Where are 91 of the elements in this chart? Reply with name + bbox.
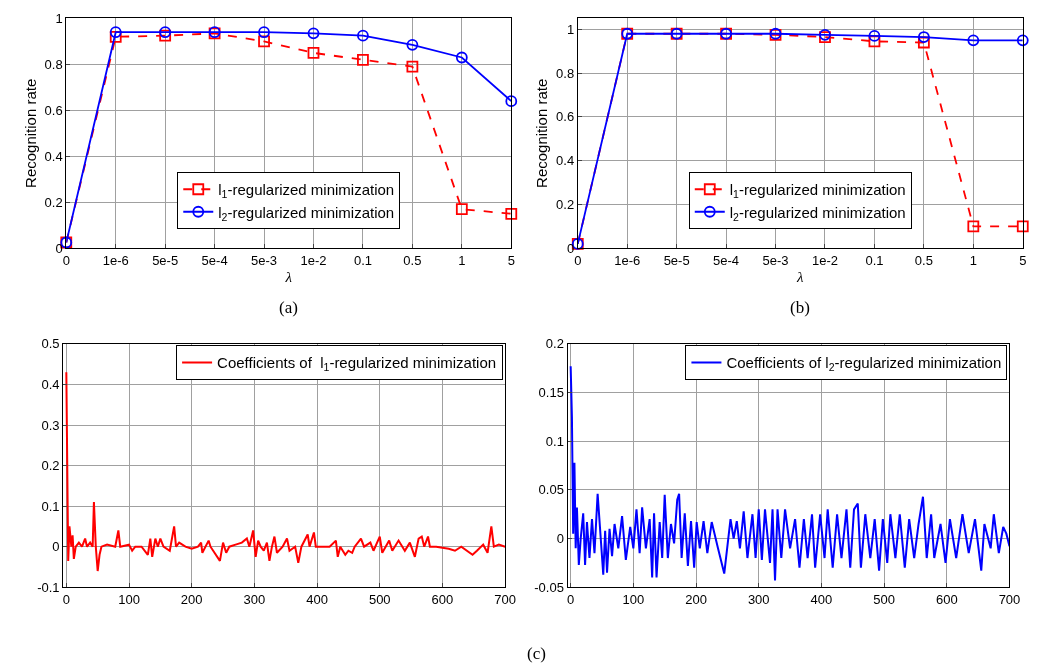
line-series	[65, 371, 506, 573]
x-tick-label: 5e-3	[762, 252, 789, 268]
point	[455, 203, 468, 216]
x-tick-label: 5e-4	[201, 252, 228, 268]
legend-label: l$_{2}$-regularized minimization	[729, 203, 906, 223]
point	[1016, 34, 1029, 47]
y-axis-title: Recognition rate	[533, 78, 551, 188]
x-tick-label: 0.5	[914, 252, 933, 268]
point	[406, 38, 419, 51]
x-tick-label: 5	[507, 252, 515, 268]
x-tick-label: 100	[118, 591, 140, 607]
x-tick-label: 5e-5	[152, 252, 179, 268]
point	[307, 27, 320, 40]
x-tick-label: 5e-3	[251, 252, 278, 268]
y-axis-title: Recognition rate	[21, 78, 39, 188]
y-tick-label: 0.8	[44, 56, 63, 72]
y-tick-label: 0.05	[538, 482, 564, 498]
point	[307, 47, 320, 59]
point	[406, 60, 419, 73]
legend-label: l$_{1}$-regularized minimization	[218, 181, 395, 201]
y-tick-label: 0.8	[556, 65, 575, 81]
y-tick-label: 0.2	[556, 197, 575, 213]
point	[455, 51, 468, 64]
legend-label: Coefficients of l$_{1}$-regularized minimization	[217, 354, 497, 374]
point	[868, 30, 881, 42]
x-tick-label: 400	[810, 591, 833, 607]
x-tick-label: 100	[622, 591, 645, 607]
y-tick-label: 1	[55, 10, 63, 26]
y-tick-label: -0.05	[534, 579, 564, 595]
x-tick-label: 1e-2	[811, 252, 838, 268]
x-tick-label: 0.5	[403, 252, 422, 268]
x-tick-label: 1e-6	[614, 252, 641, 268]
x-tick-label: 400	[306, 591, 328, 607]
x-tick-label: 1	[969, 252, 977, 268]
y-tick-label: 0.2	[44, 194, 63, 210]
y-tick-label: 0	[556, 531, 564, 547]
x-tick-label: 300	[747, 591, 770, 607]
y-tick-label: 0	[55, 240, 63, 256]
y-tick-label: 0.5	[41, 336, 60, 352]
x-tick-label: 0.1	[865, 252, 884, 268]
x-tick-label: 5	[1019, 252, 1027, 268]
y-tick-label: 0.4	[556, 153, 575, 169]
y-tick-label: 0.4	[41, 377, 60, 393]
x-tick-label: 600	[431, 591, 454, 607]
y-tick-label: 0.6	[556, 109, 575, 125]
x-tick-label: 1	[458, 252, 466, 268]
point	[357, 53, 369, 66]
point	[967, 34, 980, 47]
point	[109, 30, 122, 43]
x-tick-label: 5e-4	[713, 252, 740, 268]
y-tick-label: 0.2	[41, 458, 60, 474]
x-tick-label: 200	[180, 591, 203, 607]
point	[258, 35, 270, 48]
x-tick-label: 0.1	[353, 252, 372, 268]
y-tick-label: 0.6	[44, 102, 63, 118]
x-tick-label: 500	[368, 591, 391, 607]
point	[917, 31, 930, 43]
y-tick-label: 0.4	[44, 148, 63, 164]
x-tick-label: 600	[935, 591, 958, 607]
x-axis-title: λ	[796, 268, 805, 285]
x-tick-label: 500	[873, 591, 895, 607]
y-tick-label: 0.15	[538, 385, 564, 401]
text: (b)	[790, 298, 810, 317]
x-tick-label: 700	[494, 591, 516, 607]
point	[109, 26, 122, 39]
legend-label: l$_{2}$-regularized minimization	[218, 203, 395, 223]
legend-label: Coefficients of l$_{2}$-regularized minimization	[726, 354, 1002, 374]
x-tick-label: 5e-5	[663, 252, 690, 268]
legend-label: l$_{1}$-regularized minimization	[729, 181, 906, 201]
y-tick-label: 0.1	[41, 498, 60, 514]
text: (c)	[527, 644, 546, 663]
x-tick-label: 1e-6	[102, 252, 129, 268]
y-tick-label: 1	[566, 21, 575, 37]
point	[505, 207, 518, 220]
x-tick-label: 1e-2	[300, 252, 327, 268]
x-tick-label: 300	[243, 591, 266, 607]
y-tick-label: 0	[566, 240, 575, 256]
x-tick-label: 700	[998, 591, 1021, 607]
point	[258, 26, 270, 39]
point	[357, 29, 369, 42]
y-tick-label: 0.1	[545, 433, 564, 449]
point	[1016, 220, 1029, 233]
point	[967, 220, 980, 233]
x-tick-label: 200	[685, 591, 707, 607]
point	[505, 95, 518, 108]
y-tick-label: 0.2	[545, 336, 564, 352]
y-tick-label: 0	[52, 539, 60, 555]
y-tick-label: -0.1	[37, 579, 60, 595]
y-tick-label: 0.3	[41, 417, 60, 433]
text: (a)	[279, 298, 298, 317]
x-axis-title: λ	[284, 268, 293, 285]
